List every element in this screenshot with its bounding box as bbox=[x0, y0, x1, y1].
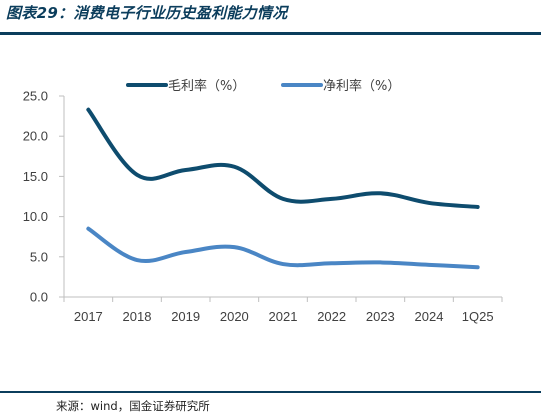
x-tick-label: 2023 bbox=[366, 309, 395, 324]
x-tick-label: 2019 bbox=[171, 309, 200, 324]
source-note: 来源：wind，国金证券研究所 bbox=[56, 399, 210, 413]
y-tick-label: 15.0 bbox=[23, 169, 48, 184]
x-tick-label: 2018 bbox=[123, 309, 152, 324]
y-tick-label: 20.0 bbox=[23, 129, 48, 144]
series-line-gross-margin bbox=[86, 107, 480, 209]
x-tick-label: 2020 bbox=[220, 309, 249, 324]
title-divider bbox=[0, 32, 541, 35]
legend-label-net-margin: 净利率（%） bbox=[323, 78, 400, 94]
x-tick-label: 2017 bbox=[74, 309, 103, 324]
figure-title: 图表29：消费电子行业历史盈利能力情况 bbox=[6, 4, 288, 22]
line-chart: 0.0 5.0 10.0 15.0 20.0 25.0 2017 2018 2019 2020 20… bbox=[23, 78, 503, 324]
x-tick-label: 2022 bbox=[317, 309, 346, 324]
x-tick-label: 2024 bbox=[415, 309, 444, 324]
y-tick-label: 5.0 bbox=[30, 249, 48, 264]
chart-legend: 毛利率（%） 净利率（%） bbox=[126, 78, 400, 94]
x-tick-label: 1Q25 bbox=[462, 309, 494, 324]
y-tick-label: 25.0 bbox=[23, 89, 48, 104]
footer-divider bbox=[0, 391, 541, 393]
y-tick-label: 0.0 bbox=[30, 290, 48, 305]
legend-label-gross-margin: 毛利率（%） bbox=[168, 78, 245, 94]
chart-series bbox=[86, 107, 480, 270]
y-tick-label: 10.0 bbox=[23, 209, 48, 224]
chart-axes: 0.0 5.0 10.0 15.0 20.0 25.0 2017 2018 2019 2020 20… bbox=[23, 89, 503, 324]
series-line-net-margin bbox=[86, 226, 480, 270]
x-tick-label: 2021 bbox=[269, 309, 298, 324]
